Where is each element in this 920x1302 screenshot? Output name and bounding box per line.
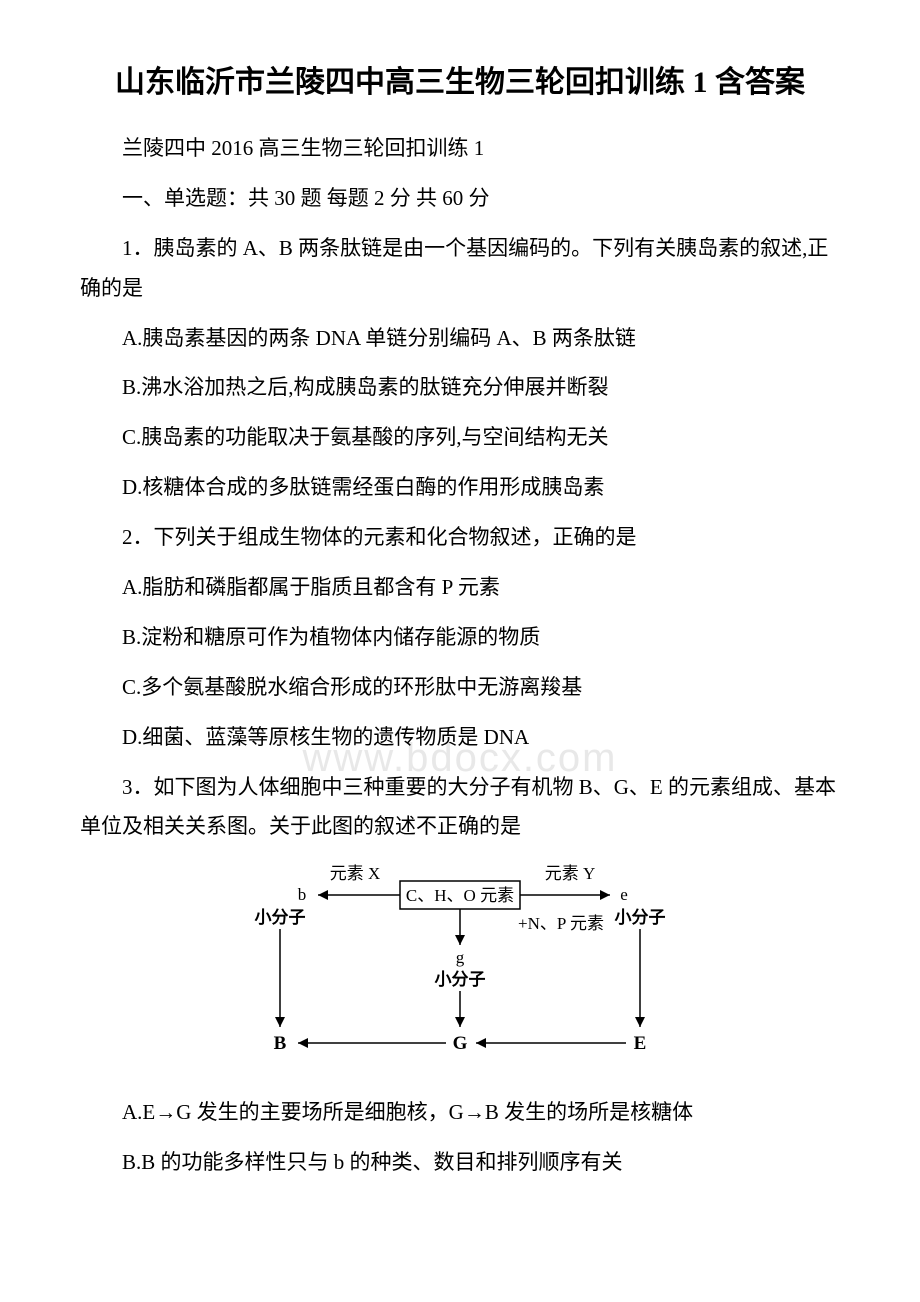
svg-text:G: G — [453, 1033, 468, 1054]
section-header: 一、单选题：共 30 题 每题 2 分 共 60 分 — [80, 179, 840, 219]
svg-text:元素 Y: 元素 Y — [545, 864, 596, 883]
doc-title: 山东临沂市兰陵四中高三生物三轮回扣训练 1 含答案 — [80, 60, 840, 105]
q2-a: A.脂肪和磷脂都属于脂质且都含有 P 元素 — [80, 568, 840, 608]
q2-c: C.多个氨基酸脱水缩合形成的环形肽中无游离羧基 — [80, 668, 840, 708]
q3-diagram: C、H、O 元素 元素 X b 元素 Y e 小分子 小分子 +N、P 元素 g… — [80, 863, 840, 1077]
q2-stem: 2．下列关于组成生物体的元素和化合物叙述，正确的是 — [80, 518, 840, 558]
q1-stem: 1．胰岛素的 A、B 两条肽链是由一个基因编码的。下列有关胰岛素的叙述,正确的是 — [80, 229, 840, 309]
q1-c: C.胰岛素的功能取决于氨基酸的序列,与空间结构无关 — [80, 418, 840, 458]
q2-d: D.细菌、蓝藻等原核生物的遗传物质是 DNA — [80, 718, 840, 758]
q1-d: D.核糖体合成的多肽链需经蛋白酶的作用形成胰岛素 — [80, 468, 840, 508]
svg-text:E: E — [634, 1033, 647, 1054]
svg-text:b: b — [298, 885, 307, 904]
svg-text:C、H、O 元素: C、H、O 元素 — [406, 886, 514, 905]
svg-text:g: g — [456, 948, 465, 967]
q3-a: A.E→G 发生的主要场所是细胞核，G→B 发生的场所是核糖体 — [80, 1093, 840, 1133]
svg-text:+N、P 元素: +N、P 元素 — [518, 914, 604, 933]
q1-b: B.沸水浴加热之后,构成胰岛素的肽链充分伸展并断裂 — [80, 368, 840, 408]
q3-b: B.B 的功能多样性只与 b 的种类、数目和排列顺序有关 — [80, 1143, 840, 1183]
svg-text:小分子: 小分子 — [615, 908, 666, 927]
svg-text:e: e — [620, 885, 628, 904]
q1-a: A.胰岛素基因的两条 DNA 单链分别编码 A、B 两条肽链 — [80, 319, 840, 359]
svg-text:小分子: 小分子 — [435, 970, 486, 989]
svg-text:元素 X: 元素 X — [330, 864, 381, 883]
svg-text:小分子: 小分子 — [255, 908, 306, 927]
svg-text:B: B — [274, 1033, 287, 1054]
q2-b: B.淀粉和糖原可作为植物体内储存能源的物质 — [80, 618, 840, 658]
subtitle: 兰陵四中 2016 高三生物三轮回扣训练 1 — [80, 129, 840, 169]
q3-stem: 3．如下图为人体细胞中三种重要的大分子有机物 B、G、E 的元素组成、基本单位及… — [80, 768, 840, 848]
